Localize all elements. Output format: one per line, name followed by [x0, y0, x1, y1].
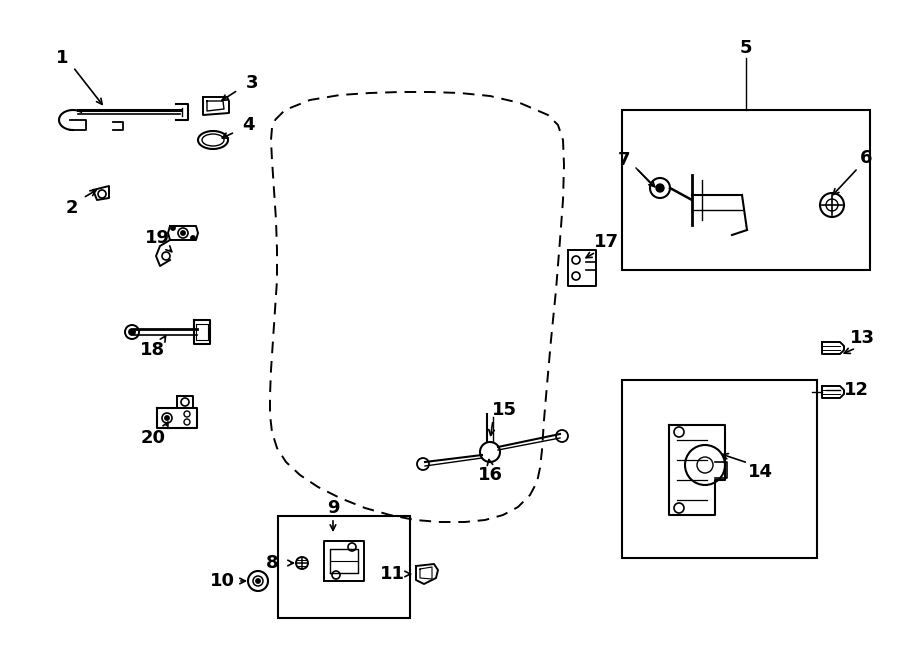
Text: 16: 16: [478, 466, 502, 484]
Circle shape: [171, 226, 175, 230]
Circle shape: [165, 416, 169, 420]
Text: 12: 12: [843, 381, 868, 399]
Bar: [278, 516, 410, 618]
Text: 8: 8: [266, 554, 278, 572]
Text: 6: 6: [860, 149, 872, 167]
Text: 13: 13: [850, 329, 875, 347]
Circle shape: [129, 329, 135, 335]
Text: 3: 3: [246, 74, 258, 92]
Bar: [622, 380, 817, 558]
Text: 1: 1: [56, 49, 68, 67]
Text: 4: 4: [242, 116, 254, 134]
Text: 20: 20: [140, 429, 166, 447]
Text: 11: 11: [380, 565, 404, 583]
Text: 18: 18: [140, 341, 165, 359]
Bar: [622, 110, 870, 270]
Circle shape: [656, 184, 664, 192]
Text: 10: 10: [210, 572, 235, 590]
Circle shape: [256, 579, 260, 583]
Circle shape: [181, 231, 185, 235]
Circle shape: [191, 236, 195, 240]
Text: 17: 17: [593, 233, 618, 251]
Text: 9: 9: [327, 499, 339, 517]
Text: 19: 19: [145, 229, 169, 247]
Text: 5: 5: [740, 39, 752, 57]
Text: 15: 15: [491, 401, 517, 419]
Text: 2: 2: [66, 199, 78, 217]
Text: 7: 7: [617, 151, 630, 169]
Text: 14: 14: [748, 463, 772, 481]
